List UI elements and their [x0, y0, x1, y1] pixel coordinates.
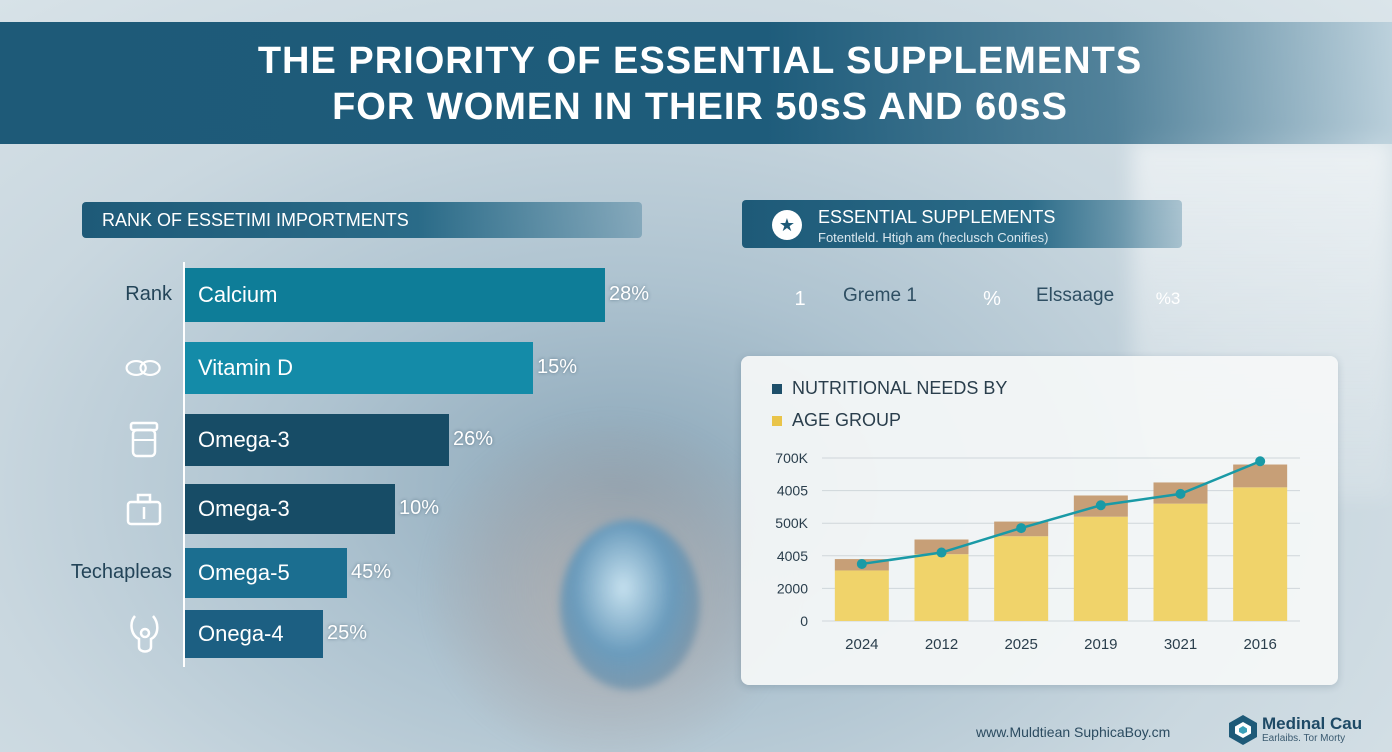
y-tick-label: 4005 [777, 548, 808, 564]
capsule-outline-icon [124, 348, 164, 388]
legend-age: AGE GROUP [792, 410, 902, 430]
badge-symbol: 1 [794, 287, 806, 310]
x-tick-label: 2012 [925, 636, 958, 653]
title-line-2: FOR WOMEN IN THEIR 50sS AND 60sS [332, 86, 1068, 128]
stethoscope-icon [124, 614, 164, 654]
chart-bar [1233, 487, 1288, 621]
rank-bar-value: 10% [399, 497, 440, 519]
badge-label: Elssaage [1036, 285, 1115, 306]
title-line-1: THE PRIORITY OF ESSENTIAL SUPPLEMENTS [257, 40, 1143, 82]
trend-line [861, 460, 1261, 566]
legend-needs: NUTRITIONAL NEEDS BY [792, 378, 1008, 398]
rank-bar: Vitamin D [185, 342, 533, 394]
rank-bar: Calcium [185, 268, 605, 322]
rank-bar-value: 45% [351, 561, 392, 583]
chart-bar [834, 570, 889, 621]
trend-point [1016, 523, 1027, 534]
right-panel-header [742, 200, 1182, 248]
trend-point [1175, 488, 1186, 499]
chart-bar-cap [1233, 464, 1288, 488]
badge-label: Greme 1 [843, 285, 917, 306]
y-tick-label: 700K [775, 450, 808, 466]
x-tick-label: 2025 [1004, 636, 1037, 653]
rank-bar-name: Calcium [198, 282, 278, 307]
star-icon: ★ [772, 210, 802, 240]
rank-bar-value: 25% [327, 622, 368, 644]
badge-symbol: % [983, 287, 1001, 310]
right-panel-title: ESSENTIAL SUPPLEMENTS [818, 207, 1056, 227]
trend-point [1255, 456, 1266, 467]
left-panel-header: RANK OF ESSETIMI IMPORTMENTS [82, 202, 642, 238]
trend-point [1095, 500, 1106, 511]
legend-swatch-age [772, 416, 782, 426]
rank-bar-name: Omega-3 [198, 496, 290, 521]
pill-bottle-icon [124, 420, 164, 460]
rank-bar: Omega-3 [185, 484, 395, 534]
badge-percent-icon: % [967, 274, 1017, 324]
right-panel-subtitle: Fotentleld. Htigh am (heclusch Conifies) [818, 230, 1049, 245]
trend-point [856, 558, 867, 569]
badge-symbol: %3 [1155, 289, 1181, 308]
trend-point [936, 547, 947, 558]
rank-bar-name: Omega-3 [198, 427, 290, 452]
chart-bar [914, 554, 969, 621]
y-tick-label: 500K [775, 515, 808, 531]
chart-bar [1073, 516, 1128, 621]
x-tick-label: 2019 [1084, 636, 1117, 653]
x-tick-label: 2016 [1243, 636, 1276, 653]
rank-row-label: Rank [125, 283, 172, 305]
rank-bar: Omega-3 [185, 414, 449, 466]
rank-bar: Onega-4 [185, 610, 323, 658]
footer-brand-sub: Earlaibs. Tor Morty [1262, 733, 1346, 744]
rank-bar-name: Omega-5 [198, 560, 290, 585]
footer-brand: Medinal Cau [1262, 714, 1363, 733]
page-title: THE PRIORITY OF ESSENTIAL SUPPLEMENTS FO… [0, 38, 1392, 130]
chart-bar-cap [914, 539, 969, 555]
rank-axis-line [183, 262, 185, 667]
badge-rank-icon: 1 [775, 274, 825, 324]
brand-logo-icon [1229, 715, 1257, 745]
footer-url[interactable]: www.Muldtiean SuphicaBoy.cm [976, 724, 1171, 740]
x-tick-label: 3021 [1164, 636, 1197, 653]
rank-bar-value: 15% [537, 356, 578, 378]
rank-bar: Omega-5 [185, 548, 347, 598]
x-tick-label: 2024 [845, 636, 878, 653]
y-tick-label: 0 [800, 613, 808, 629]
title-banner [0, 22, 1392, 144]
y-tick-label: 2000 [777, 580, 808, 596]
badge-fraction-icon: %3 [1143, 274, 1193, 324]
rank-bar-name: Vitamin D [198, 355, 293, 380]
y-tick-label: 4005 [777, 483, 808, 499]
first-aid-box-icon [124, 489, 164, 529]
rank-row-label: Techapleas [70, 561, 172, 583]
background-capsule-image [560, 520, 700, 690]
rank-bar-value: 26% [453, 428, 494, 450]
rank-bar-value: 28% [609, 283, 650, 305]
rank-bar-name: Onega-4 [198, 621, 284, 646]
chart-bar [1153, 503, 1208, 621]
legend-swatch-needs [772, 384, 782, 394]
chart-bar [994, 536, 1049, 621]
